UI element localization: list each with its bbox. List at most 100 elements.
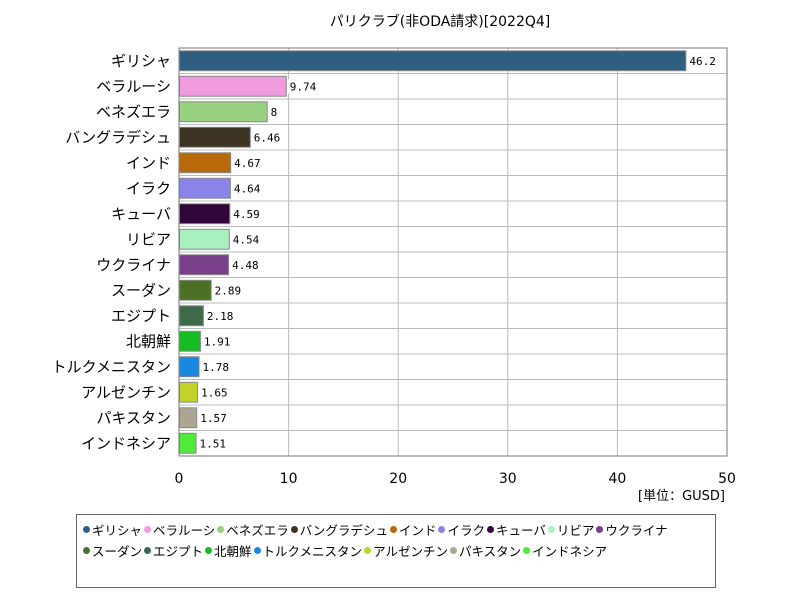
value-label: 46.2 (689, 55, 716, 68)
category-label: パキスタン (96, 409, 171, 427)
value-label: 8 (271, 106, 278, 119)
value-label-bg (687, 53, 719, 68)
legend-item: バングラデシュ (290, 519, 388, 540)
value-label-bg (230, 257, 262, 272)
value-label: 4.54 (233, 233, 260, 246)
value-label-bg (198, 410, 230, 425)
category-label: インド (126, 154, 171, 172)
legend-marker (290, 526, 298, 533)
legend-label: バングラデシュ (299, 523, 388, 538)
value-label-bg (200, 359, 232, 374)
value-label: 4.64 (234, 182, 261, 195)
bar (179, 203, 231, 225)
value-label-bg (197, 436, 229, 451)
x-tick-label: 30 (499, 471, 517, 487)
category-labels: ギリシャベラルーシベネズエラバングラデシュインドイラクキューバリビアウクライナス… (52, 52, 171, 453)
category-label: ギリシャ (111, 52, 171, 70)
value-label-bg (201, 334, 234, 349)
legend-label: ギリシャ (92, 523, 143, 538)
bar (179, 75, 287, 97)
bar (179, 330, 201, 352)
bar (179, 279, 212, 301)
value-label: 4.67 (234, 157, 261, 170)
category-label: トルクメニスタン (52, 358, 171, 376)
value-labels: 46.2 9.74 8 6.46 4.67 4.64 4.59 4.54 4.48 2.89 2.1… (197, 53, 719, 451)
bar (179, 254, 230, 276)
x-tick-label: 20 (389, 471, 407, 487)
value-label: 9.74 (290, 80, 317, 93)
category-label: ベラルーシ (96, 77, 171, 95)
legend: ギリシャ ベラルーシ ベネズエラ バングラデシュ インド イラク キューバ リビア ウクライナス… (76, 514, 716, 588)
legend-marker (486, 526, 494, 533)
value-label: 1.78 (203, 361, 230, 374)
x-axis-ticks: 0 10 20 30 40 50 (175, 471, 736, 487)
legend-marker (523, 547, 531, 554)
legend-marker (217, 526, 225, 533)
legend-label: ベラルーシ (153, 523, 216, 538)
legend-item: スーダン (83, 540, 142, 561)
bar (179, 356, 200, 378)
legend-marker (205, 547, 213, 554)
legend-label: ベネズエラ (226, 523, 289, 538)
legend-item: トルクメニスタン (253, 540, 362, 561)
legend-marker (144, 547, 152, 554)
bar (179, 407, 198, 429)
unit-label: [単位：GUSD] (638, 488, 725, 504)
category-label: アルゼンチン (81, 383, 171, 401)
category-label: スーダン (111, 281, 171, 299)
category-label: イラク (126, 179, 171, 197)
category-label: バングラデシュ (65, 128, 171, 146)
category-label: インドネシア (81, 434, 171, 452)
value-label-bg (231, 206, 263, 221)
legend-item: ウクライナ (596, 519, 668, 540)
legend-label: イラク (447, 523, 485, 538)
value-label: 1.91 (204, 335, 231, 348)
legend-marker (389, 526, 397, 533)
legend-label: パキスタン (458, 544, 522, 559)
value-label: 1.65 (201, 386, 228, 399)
value-label-bg (287, 79, 319, 94)
legend-item: ギリシャ (83, 519, 142, 540)
value-label: 6.46 (254, 131, 281, 144)
bar (179, 152, 232, 174)
legend-marker (83, 526, 90, 533)
plot-frame (178, 47, 728, 457)
legend-marker (83, 547, 90, 554)
legend-item: インドネシア (523, 540, 607, 561)
legend-label: インドネシア (532, 544, 608, 559)
category-label: ウクライナ (96, 256, 171, 274)
legend-item: アルゼンチン (364, 540, 448, 561)
value-label-bg (251, 130, 284, 145)
category-label: リビア (126, 230, 171, 248)
value-label-bg (232, 155, 264, 170)
legend-item: インド (389, 519, 437, 540)
legend-label: インド (398, 523, 437, 538)
legend-item: ベラルーシ (144, 519, 215, 540)
bar (179, 177, 231, 199)
value-label-bg (199, 385, 231, 400)
legend-marker (364, 547, 372, 554)
value-label: 1.51 (200, 437, 227, 450)
legend-label: 北朝鮮 (214, 544, 252, 559)
chart-title: パリクラブ(非ODA請求)[2022Q4] (330, 13, 551, 30)
value-label: 4.48 (232, 259, 259, 272)
category-label: 北朝鮮 (126, 332, 171, 350)
bar (179, 101, 268, 123)
value-label: 4.59 (233, 208, 260, 221)
value-label-bg (268, 104, 280, 119)
value-label-bg (231, 181, 264, 196)
legend-marker (547, 526, 555, 533)
legend-item: キューバ (486, 519, 546, 540)
legend-label: エジプト (153, 544, 204, 559)
legend-item: エジプト (144, 540, 203, 561)
value-label-bg (230, 232, 262, 247)
bar (179, 432, 197, 454)
legend-label: アルゼンチン (373, 544, 448, 559)
bar (179, 50, 687, 72)
value-label-bg (204, 308, 237, 323)
value-label-bg (212, 283, 244, 298)
legend-marker (438, 526, 446, 533)
category-label: エジプト (111, 307, 171, 325)
x-tick-label: 0 (175, 471, 184, 487)
